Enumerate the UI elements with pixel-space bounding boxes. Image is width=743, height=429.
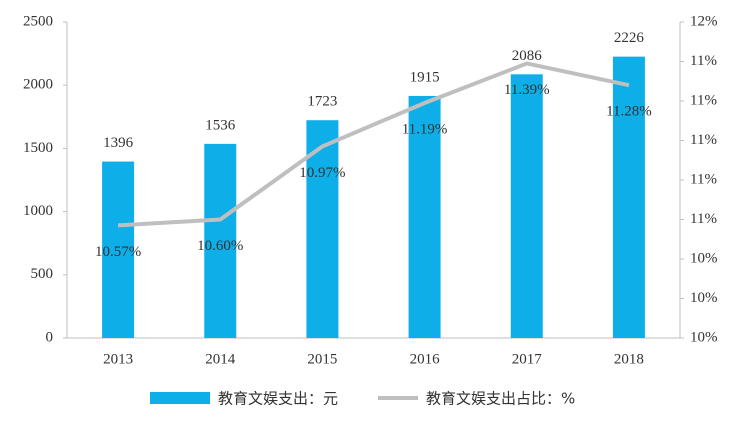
x-tick-label: 2014 xyxy=(205,351,236,367)
line-value-label: 11.19% xyxy=(402,121,448,137)
x-tick-label: 2017 xyxy=(512,351,543,367)
line-value-label: 10.97% xyxy=(299,165,345,181)
y-tick-label: 1500 xyxy=(23,140,53,156)
x-tick-label: 2013 xyxy=(103,351,133,367)
legend-label: 教育文娱支出占比：% xyxy=(426,390,575,408)
bar xyxy=(612,56,645,338)
bar-value-label: 1536 xyxy=(205,117,236,133)
y-tick-label: 2000 xyxy=(23,77,53,93)
y2-tick-label: 10% xyxy=(690,250,718,266)
bar-value-label: 1723 xyxy=(307,94,337,110)
y-tick-label: 1000 xyxy=(23,203,53,219)
bar xyxy=(510,74,543,339)
y2-tick-label: 12% xyxy=(690,13,718,29)
bar-value-label: 2086 xyxy=(512,48,543,64)
y2-tick-label: 11% xyxy=(690,53,717,69)
legend-swatch xyxy=(150,392,210,404)
y-tick-label: 500 xyxy=(31,266,54,282)
bar-value-label: 1396 xyxy=(103,135,134,151)
x-tick-label: 2018 xyxy=(614,351,644,367)
bar xyxy=(204,143,237,338)
line xyxy=(117,61,630,228)
line-value-label: 11.28% xyxy=(606,104,652,120)
y2-tick-label: 10% xyxy=(690,329,718,345)
bar xyxy=(102,161,135,338)
y-tick-label: 0 xyxy=(46,329,54,345)
y2-tick-label: 11% xyxy=(690,132,717,148)
line-value-label: 10.57% xyxy=(95,244,141,260)
bar xyxy=(408,95,441,338)
x-tick-label: 2016 xyxy=(410,351,441,367)
bar-value-label: 2226 xyxy=(614,30,645,46)
bar-value-label: 1915 xyxy=(410,69,440,85)
y2-tick-label: 10% xyxy=(690,290,718,306)
line-value-label: 11.39% xyxy=(504,82,550,98)
y2-tick-label: 11% xyxy=(690,92,717,108)
y-tick-label: 2500 xyxy=(23,13,53,29)
line-value-label: 10.60% xyxy=(197,238,243,254)
legend-label: 教育文娱支出：元 xyxy=(218,390,338,408)
y2-tick-label: 11% xyxy=(690,211,717,227)
x-tick-label: 2015 xyxy=(307,351,337,367)
y2-tick-label: 11% xyxy=(690,171,717,187)
